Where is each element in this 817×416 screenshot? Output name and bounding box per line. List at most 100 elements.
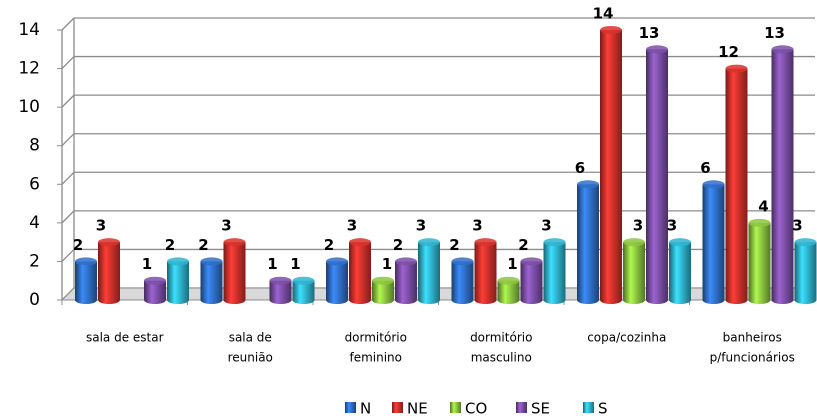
bar-cap (372, 276, 394, 285)
data-label: 13 (639, 24, 660, 42)
data-label: 3 (416, 217, 426, 235)
legend-label: S (598, 400, 608, 416)
y-tick-label: 10 (18, 97, 40, 117)
bar (372, 280, 394, 300)
legend-swatch (583, 402, 594, 413)
bar-cap (520, 257, 543, 266)
bar (292, 280, 315, 300)
grid-line-depth (61, 133, 75, 147)
bar-cap (543, 238, 566, 247)
bar (395, 261, 417, 300)
data-label: 1 (507, 255, 517, 273)
y-tick-label: 12 (18, 59, 40, 79)
bar-cap (98, 238, 120, 247)
legend-label: SE (531, 400, 550, 416)
y-tick-label: 14 (18, 20, 40, 40)
data-label: 2 (393, 236, 403, 254)
grid-line-depth (61, 171, 75, 185)
data-label: 2 (165, 236, 175, 254)
bar-cap (349, 238, 371, 247)
data-label: 2 (198, 236, 208, 254)
bar-cap (75, 257, 97, 266)
bar (167, 261, 189, 300)
data-label: 3 (541, 217, 551, 235)
bar-cap (577, 180, 599, 189)
y-tick-label: 2 (29, 251, 40, 271)
bar-cap (600, 26, 622, 34)
bar (497, 280, 520, 300)
bar-cap (144, 276, 166, 285)
grid-line-depth (61, 210, 75, 224)
bar-cap (451, 257, 474, 266)
bar (98, 242, 120, 300)
legend-swatch (392, 402, 403, 413)
bar-cap (702, 180, 725, 189)
data-label: 13 (764, 24, 785, 42)
x-tick-label: dormitório (345, 331, 407, 345)
bar-cap (269, 276, 292, 285)
bar (794, 242, 817, 300)
legend-label: NE (407, 400, 428, 416)
bar-cap (418, 238, 440, 247)
data-label: 4 (758, 197, 768, 215)
bar-cap (794, 238, 817, 247)
data-label: 3 (221, 217, 231, 235)
bar-cap (646, 45, 668, 54)
data-label: 1 (267, 255, 277, 273)
legend-swatch (450, 402, 461, 413)
bar (474, 242, 497, 300)
data-label: 1 (382, 255, 392, 273)
bar (326, 261, 348, 300)
bar-cap (326, 257, 348, 266)
y-tick-label: 8 (29, 136, 40, 156)
data-label: 2 (324, 236, 334, 254)
bar-cap (669, 238, 691, 247)
data-label: 6 (700, 159, 710, 177)
y-tick-label: 6 (29, 174, 40, 194)
bar-cap (725, 64, 748, 73)
legend-label: N (360, 400, 371, 416)
data-label: 1 (290, 255, 300, 273)
x-tick-label: feminino (349, 351, 402, 365)
data-label: 14 (593, 5, 614, 23)
bar-cap (748, 218, 771, 227)
bar (520, 261, 543, 300)
data-label: 3 (347, 217, 357, 235)
bar (223, 242, 246, 300)
data-label: 3 (96, 217, 106, 235)
x-tick-label: banheiros (723, 331, 782, 345)
x-tick-label: dormitório (470, 331, 532, 345)
grid-line-depth (61, 248, 75, 262)
grid-line-depth (61, 17, 75, 31)
bar (75, 261, 97, 300)
bar (144, 280, 166, 300)
x-tick-label: masculino (471, 351, 532, 365)
bar (200, 261, 223, 300)
data-label: 3 (472, 217, 482, 235)
data-label: 2 (73, 236, 83, 254)
bar (577, 184, 599, 300)
grid-line-depth (61, 94, 75, 108)
data-label: 2 (518, 236, 528, 254)
data-label: 3 (633, 217, 643, 235)
bar-cap (771, 45, 794, 54)
bar-cap (623, 238, 645, 247)
data-label: 3 (667, 217, 677, 235)
legend-swatch (345, 402, 356, 413)
x-tick-label: sala de estar (86, 331, 164, 345)
data-label: 12 (718, 43, 739, 61)
bar (646, 49, 668, 301)
y-tick-label: 4 (29, 213, 40, 233)
y-tick-label: 0 (29, 290, 40, 310)
data-label: 3 (792, 217, 802, 235)
bar (623, 242, 645, 300)
bar (451, 261, 474, 300)
data-label: 1 (142, 255, 152, 273)
bar (543, 242, 566, 300)
data-label: 6 (575, 159, 585, 177)
bar (600, 30, 622, 300)
bar-cap (395, 257, 417, 266)
grid-line-depth (61, 56, 75, 70)
bar (418, 242, 440, 300)
